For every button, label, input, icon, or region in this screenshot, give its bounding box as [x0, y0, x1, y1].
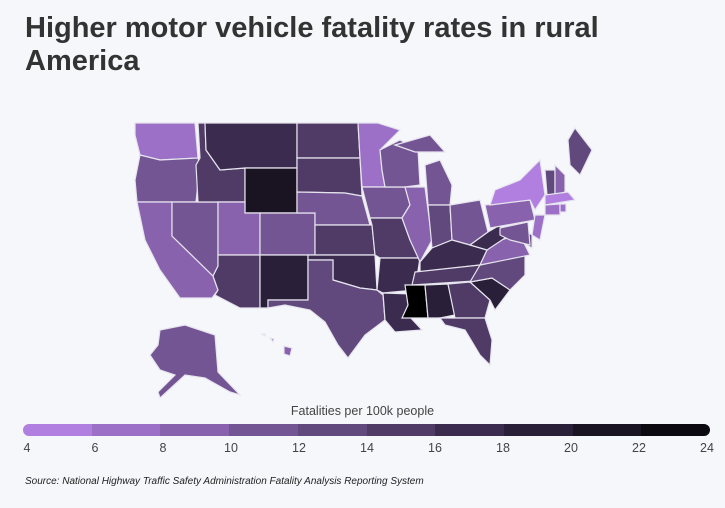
legend-color-scale	[23, 424, 710, 436]
legend-tick: 18	[496, 441, 510, 455]
state-fl	[438, 317, 493, 367]
state-ma	[544, 191, 577, 206]
legend-tick: 24	[700, 441, 714, 455]
legend-bin	[91, 424, 161, 436]
legend-bin	[572, 424, 642, 436]
us-map	[134, 122, 593, 400]
state-ak	[149, 324, 243, 400]
state-mt	[204, 122, 298, 171]
state-hi	[260, 333, 266, 338]
state-md	[499, 221, 531, 246]
state-co	[259, 212, 316, 256]
legend-tick: 22	[632, 441, 646, 455]
legend-bin	[641, 424, 710, 436]
legend-bin	[160, 424, 230, 436]
state-sd	[296, 157, 363, 197]
state-tx	[267, 259, 386, 359]
state-wa	[134, 122, 199, 161]
state-mi	[424, 159, 453, 206]
state-me	[567, 126, 593, 177]
legend-bin	[229, 424, 298, 436]
state-ct	[544, 203, 561, 216]
legend-tick: 4	[23, 441, 31, 455]
source-note: Source: National Highway Traffic Safety …	[25, 476, 424, 487]
legend-tick: 6	[91, 441, 99, 455]
legend-bin	[503, 424, 573, 436]
legend-bin	[366, 424, 436, 436]
state-hi	[268, 337, 275, 344]
state-or	[134, 154, 201, 203]
state-ks	[314, 224, 376, 256]
state-il	[401, 186, 433, 264]
legend-tick: 10	[224, 441, 238, 455]
legend-tick: 14	[360, 441, 374, 455]
state-nj	[531, 214, 546, 241]
state-mi	[393, 134, 447, 153]
state-nh	[554, 163, 566, 196]
state-ar	[376, 257, 421, 294]
state-wy	[244, 167, 298, 214]
state-ms	[401, 284, 429, 319]
state-ri	[559, 203, 567, 213]
state-hi	[283, 345, 293, 357]
state-vt	[544, 169, 556, 196]
chart-title: Higher motor vehicle fatality rates in r…	[25, 12, 599, 77]
state-nd	[296, 122, 361, 159]
legend-tick: 20	[564, 441, 578, 455]
state-az	[212, 254, 261, 309]
state-wi	[379, 139, 421, 188]
state-al	[424, 283, 456, 319]
legend-title: Fatalities per 100k people	[290, 404, 435, 418]
legend-bin	[297, 424, 367, 436]
legend-bin	[23, 424, 92, 436]
legend-tick: 8	[159, 441, 167, 455]
legend-tick: 16	[428, 441, 442, 455]
state-ia	[361, 186, 411, 219]
state-ny	[489, 158, 546, 212]
legend-bin	[435, 424, 504, 436]
legend-tick: 12	[292, 441, 306, 455]
